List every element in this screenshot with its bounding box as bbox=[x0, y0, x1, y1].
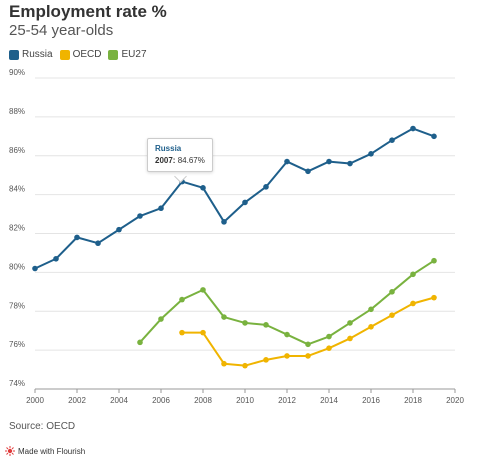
y-tick-label: 74% bbox=[9, 379, 25, 388]
data-point-russia bbox=[284, 158, 290, 165]
data-point-oecd bbox=[305, 353, 311, 359]
data-point-oecd bbox=[284, 353, 290, 359]
data-point-oecd bbox=[389, 312, 395, 318]
data-point-eu27 bbox=[431, 257, 437, 264]
data-point-eu27 bbox=[137, 339, 143, 346]
y-tick-label: 80% bbox=[9, 262, 25, 271]
data-point-oecd bbox=[431, 294, 437, 301]
data-point-russia bbox=[347, 160, 353, 167]
data-point-russia bbox=[326, 158, 332, 165]
x-tick-label: 2002 bbox=[68, 396, 86, 405]
x-tick-label: 2006 bbox=[152, 396, 170, 405]
legend-label-eu27: EU27 bbox=[121, 49, 147, 60]
y-tick-label: 78% bbox=[9, 301, 25, 310]
data-point-russia bbox=[410, 125, 416, 132]
legend-swatch-oecd bbox=[59, 49, 70, 60]
x-tick-label: 2014 bbox=[320, 396, 338, 405]
x-tick-label: 2010 bbox=[236, 396, 254, 405]
data-point-russia bbox=[200, 185, 206, 191]
series-line-russia bbox=[34, 127, 435, 270]
x-tick-label: 2000 bbox=[26, 396, 44, 405]
data-point-eu27 bbox=[305, 341, 311, 348]
y-tick-label: 84% bbox=[9, 185, 25, 194]
x-tick-label: 2008 bbox=[194, 396, 212, 405]
chart-subtitle: 25-54 year-olds bbox=[9, 22, 114, 39]
data-point-russia bbox=[263, 184, 269, 190]
data-point-russia bbox=[137, 213, 143, 219]
flourish-logo-icon bbox=[5, 446, 15, 456]
y-tick-label: 82% bbox=[9, 224, 25, 233]
made-with-flourish-label: Made with Flourish bbox=[18, 446, 86, 456]
legend-label-oecd: OECD bbox=[72, 49, 102, 60]
data-point-eu27 bbox=[368, 306, 374, 313]
x-tick-label: 2004 bbox=[110, 396, 128, 405]
legend-item-eu27[interactable]: EU27 bbox=[108, 49, 147, 60]
line-chart: 74% 76% 78% 80% 82% 84% 86% 88% 90% 2000 2002 2004 2… bbox=[9, 68, 464, 405]
data-point-russia bbox=[32, 265, 38, 272]
data-point-oecd bbox=[263, 357, 269, 363]
data-point-eu27 bbox=[263, 322, 269, 328]
data-point-eu27 bbox=[284, 331, 290, 338]
y-tick-label: 76% bbox=[9, 340, 25, 349]
data-point-russia bbox=[305, 168, 311, 175]
data-point-oecd bbox=[347, 335, 353, 342]
tooltip-value: 84.67% bbox=[177, 156, 205, 165]
data-point-oecd bbox=[179, 329, 185, 336]
y-tick-label: 88% bbox=[9, 107, 25, 116]
chart-title: Employment rate % bbox=[9, 2, 167, 21]
x-tick-label: 2018 bbox=[404, 396, 422, 405]
data-point-russia bbox=[389, 137, 395, 143]
tooltip: Russia 2007: 84.67% bbox=[147, 138, 213, 172]
legend: Russia OECD EU27 bbox=[9, 49, 147, 60]
data-point-eu27 bbox=[158, 316, 164, 322]
made-with-flourish-link[interactable]: Made with Flourish bbox=[5, 446, 85, 456]
data-point-russia bbox=[158, 205, 164, 212]
legend-label-russia: Russia bbox=[22, 49, 53, 60]
data-point-russia bbox=[368, 151, 374, 157]
data-point-eu27 bbox=[179, 296, 185, 303]
data-point-eu27 bbox=[326, 333, 332, 340]
data-point-oecd bbox=[200, 329, 206, 336]
data-point-russia bbox=[431, 133, 437, 140]
data-point-oecd bbox=[326, 345, 332, 351]
data-point-oecd bbox=[368, 324, 374, 330]
data-point-russia bbox=[53, 255, 59, 262]
data-point-eu27 bbox=[347, 320, 353, 326]
data-point-oecd bbox=[221, 360, 227, 367]
tooltip-year: 2007: bbox=[155, 156, 176, 165]
x-tick-label: 2020 bbox=[446, 396, 464, 405]
legend-swatch-russia bbox=[9, 49, 19, 60]
x-tick-label: 2016 bbox=[362, 396, 380, 405]
data-point-eu27 bbox=[200, 287, 206, 293]
data-point-russia bbox=[95, 240, 101, 247]
data-point-eu27 bbox=[221, 314, 227, 320]
legend-item-russia[interactable]: Russia bbox=[9, 49, 53, 60]
source-note: Source: OECD bbox=[9, 421, 76, 432]
x-tick-label: 2012 bbox=[278, 396, 296, 405]
data-point-eu27 bbox=[410, 271, 416, 278]
legend-item-oecd[interactable]: OECD bbox=[59, 49, 102, 60]
y-tick-label: 90% bbox=[9, 68, 25, 77]
data-point-russia bbox=[116, 226, 122, 233]
data-point-russia bbox=[242, 199, 248, 206]
tooltip-line: 2007: 84.67% bbox=[155, 155, 205, 167]
data-point-russia bbox=[221, 219, 227, 225]
data-point-eu27 bbox=[389, 289, 395, 295]
y-tick-label: 86% bbox=[9, 146, 25, 155]
data-point-eu27 bbox=[242, 320, 248, 326]
data-point-oecd bbox=[242, 362, 248, 369]
legend-swatch-eu27 bbox=[108, 49, 119, 60]
data-point-russia bbox=[74, 234, 80, 241]
tooltip-series: Russia bbox=[155, 144, 182, 153]
data-point-oecd bbox=[410, 300, 416, 307]
